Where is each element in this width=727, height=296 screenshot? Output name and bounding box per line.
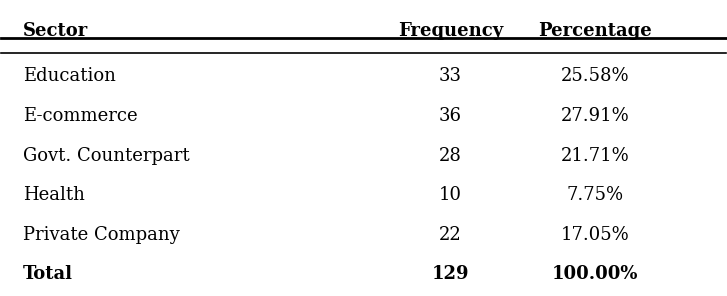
Text: E-commerce: E-commerce <box>23 107 137 125</box>
Text: Frequency: Frequency <box>398 22 503 40</box>
Text: Health: Health <box>23 186 85 204</box>
Text: 33: 33 <box>439 67 462 85</box>
Text: Private Company: Private Company <box>23 226 180 244</box>
Text: Sector: Sector <box>23 22 89 40</box>
Text: 10: 10 <box>439 186 462 204</box>
Text: 129: 129 <box>432 265 469 283</box>
Text: Percentage: Percentage <box>539 22 652 40</box>
Text: 36: 36 <box>439 107 462 125</box>
Text: 100.00%: 100.00% <box>552 265 638 283</box>
Text: 21.71%: 21.71% <box>561 147 630 165</box>
Text: 27.91%: 27.91% <box>561 107 630 125</box>
Text: 17.05%: 17.05% <box>561 226 630 244</box>
Text: Govt. Counterpart: Govt. Counterpart <box>23 147 190 165</box>
Text: 22: 22 <box>439 226 462 244</box>
Text: Education: Education <box>23 67 116 85</box>
Text: 25.58%: 25.58% <box>561 67 630 85</box>
Text: 28: 28 <box>439 147 462 165</box>
Text: 7.75%: 7.75% <box>566 186 624 204</box>
Text: Total: Total <box>23 265 73 283</box>
